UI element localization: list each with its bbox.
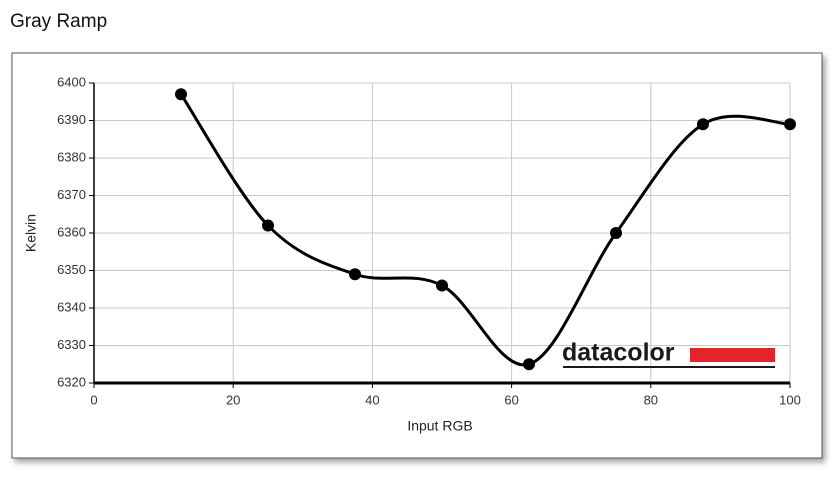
y-tick-label: 6390 — [57, 112, 86, 127]
y-tick-label: 6380 — [57, 149, 86, 164]
y-tick-label: 6340 — [57, 299, 86, 314]
watermark: datacolor — [562, 339, 675, 367]
y-tick-label: 6370 — [57, 187, 86, 202]
x-tick-label: 80 — [644, 392, 658, 407]
x-tick-label: 100 — [779, 392, 801, 407]
x-axis-label: Input RGB — [407, 418, 472, 434]
x-tick-label: 60 — [504, 392, 518, 407]
data-point — [349, 268, 361, 281]
watermark-bar — [690, 348, 775, 362]
data-point — [175, 88, 187, 101]
data-point — [262, 219, 274, 232]
data-point — [610, 227, 622, 239]
y-tick-label: 6350 — [57, 262, 86, 277]
y-tick-label: 6360 — [57, 224, 86, 239]
data-point — [697, 118, 709, 131]
chart-panel — [11, 52, 823, 459]
y-axis-label: Kelvin — [23, 214, 39, 252]
x-tick-label: 0 — [90, 392, 97, 407]
data-point — [784, 118, 796, 131]
plot-area: 6320 6330 6340 6350 6360 6370 6380 6390 6400 0 20 4… — [57, 74, 801, 407]
y-tick-label: 6330 — [57, 337, 86, 352]
data-point — [523, 358, 535, 371]
x-tick-label: 20 — [226, 392, 240, 407]
y-tick-label: 6400 — [57, 74, 86, 89]
data-point — [436, 279, 448, 292]
x-tick-label: 40 — [365, 392, 379, 407]
chart-title: Gray Ramp — [10, 11, 107, 32]
y-tick-label: 6320 — [57, 374, 86, 389]
